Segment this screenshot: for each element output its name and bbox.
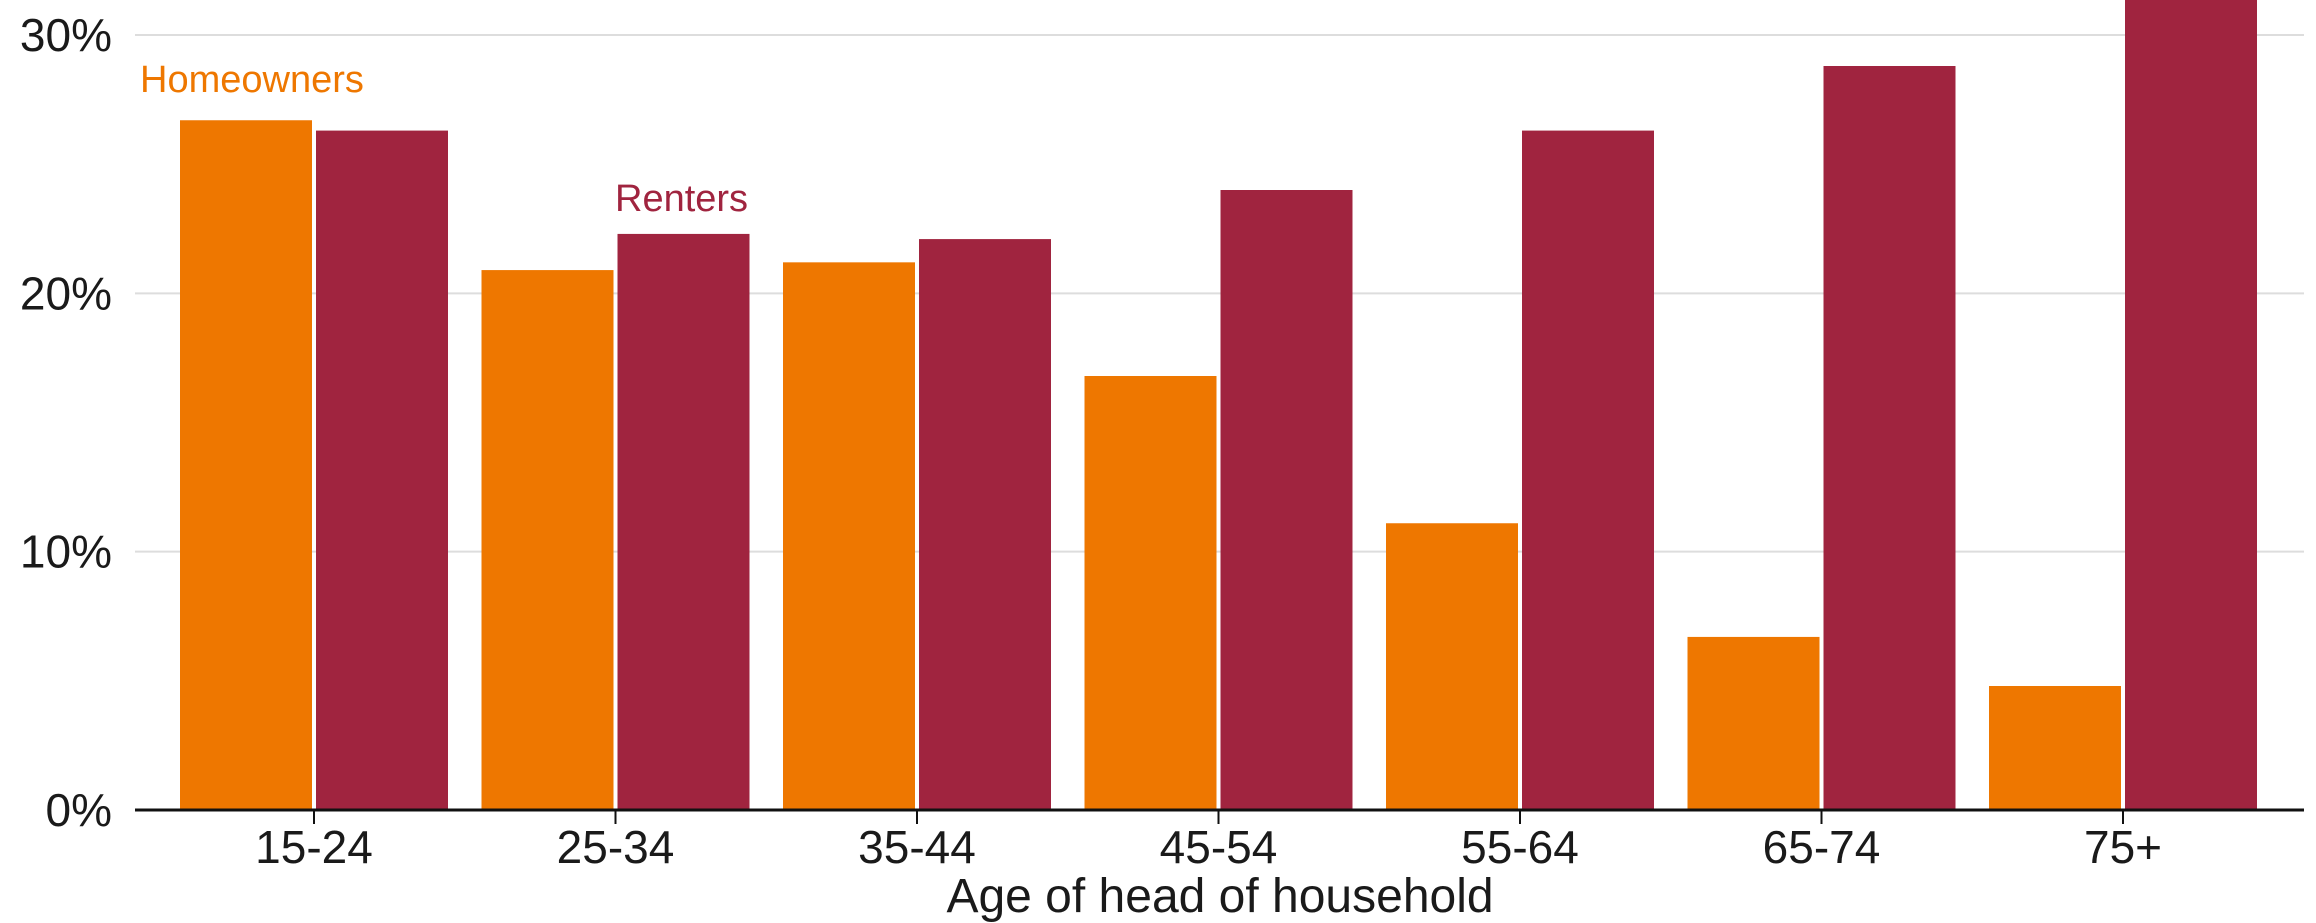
bar-renters-25-34 xyxy=(617,233,750,810)
x-tick-label: 65-74 xyxy=(1763,821,1881,873)
x-tick-label: 55-64 xyxy=(1461,821,1579,873)
bar-homeowners-25-34 xyxy=(481,270,614,810)
axes: 0% 10% 20% 30% 15-24 25-34 35-44 45-54 55-64 65-7… xyxy=(20,9,2304,873)
bar-homeowners-65-74 xyxy=(1687,636,1820,810)
bar-renters-55-64 xyxy=(1522,130,1654,811)
bar-homeowners-15-24 xyxy=(180,120,312,810)
gridlines xyxy=(135,34,2304,553)
bar-homeowners-45-54 xyxy=(1084,376,1217,810)
bars xyxy=(180,0,2257,811)
bar-homeowners-35-44 xyxy=(783,262,915,810)
y-tick-label: 20% xyxy=(20,267,112,319)
bar-homeowners-55-64 xyxy=(1386,523,1518,810)
bar-homeowners-75+ xyxy=(1989,686,2121,810)
x-tick-label: 45-54 xyxy=(1160,821,1278,873)
y-tick-label: 10% xyxy=(20,526,112,578)
bar-renters-45-54 xyxy=(1220,190,1353,810)
x-tick-label: 35-44 xyxy=(858,821,976,873)
x-tick-label: 15-24 xyxy=(255,821,373,873)
y-tick-label: 0% xyxy=(46,784,112,836)
series-label-renters: Renters xyxy=(615,178,748,220)
bar-renters-65-74 xyxy=(1823,66,1956,810)
x-tick-label: 25-34 xyxy=(557,821,675,873)
labels: Age of head of household Homeowners Rent… xyxy=(140,59,1494,923)
bar-renters-35-44 xyxy=(919,239,1051,811)
bar-renters-75+ xyxy=(2125,0,2257,810)
x-tick-label: 75+ xyxy=(2084,821,2162,873)
y-tick-label: 30% xyxy=(20,9,112,61)
bar-renters-15-24 xyxy=(316,130,448,811)
x-axis-title: Age of head of household xyxy=(946,870,1493,923)
series-label-homeowners: Homeowners xyxy=(140,59,364,101)
